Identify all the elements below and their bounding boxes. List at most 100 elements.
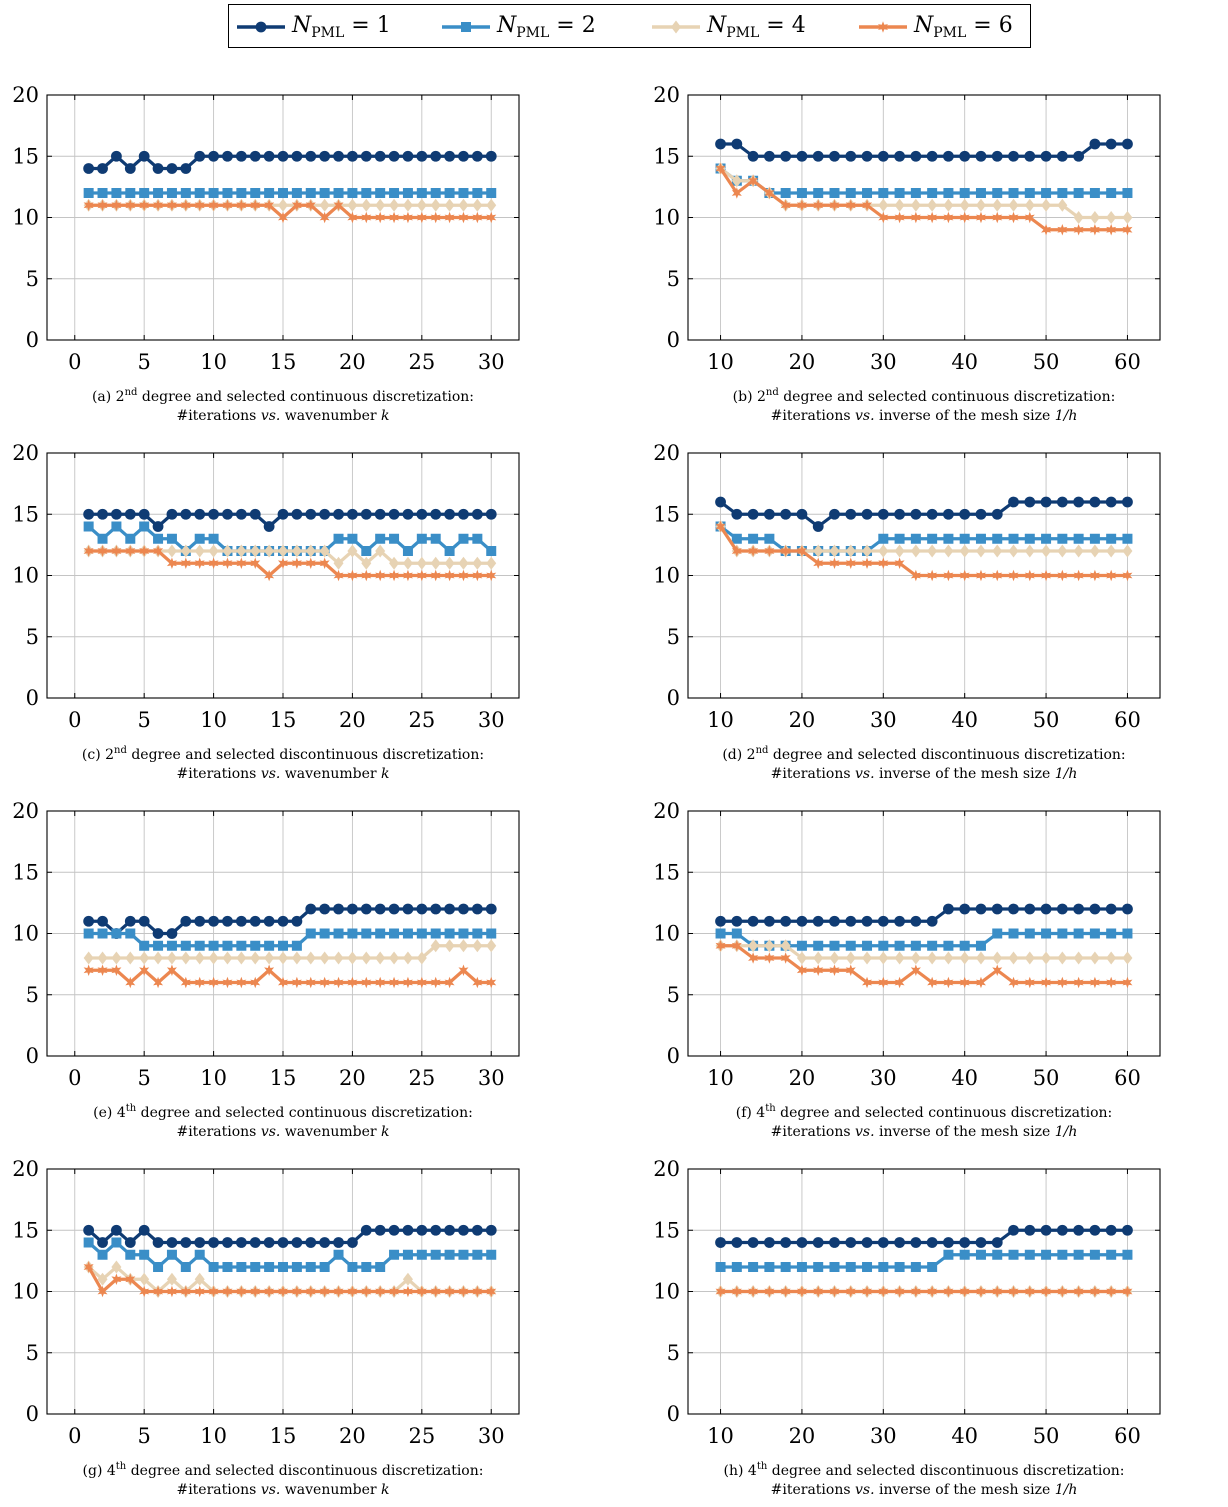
data-point-square [1008,533,1019,544]
data-point-square [278,1262,288,1272]
data-point-star [715,162,726,175]
data-point-star [264,199,275,212]
data-point-circle [747,1237,759,1248]
data-point-circle [166,928,178,939]
data-point-square [764,533,775,544]
data-point-circle [780,1237,792,1248]
data-point-circle [991,508,1003,520]
data-point-square [943,1249,954,1260]
data-point-star [1089,976,1100,989]
series-square [83,188,497,198]
data-point-star [1057,976,1068,989]
data-point-star [731,187,742,199]
data-point-circle [83,915,95,927]
caption-description: degree and selected discontinuous discre… [767,1463,1125,1479]
data-point-circle [138,150,150,162]
data-point-square [444,188,455,198]
data-point-star [748,952,759,964]
caption-vs: vs. [260,766,281,782]
x-tick-label: 20 [339,350,366,374]
data-point-circle [1040,903,1052,915]
data-point-circle [1105,903,1117,915]
data-point-diamond [264,544,275,558]
data-point-circle [430,903,442,915]
legend-var: N [497,13,517,38]
data-point-diamond [1008,544,1019,558]
series-square [715,928,1133,951]
data-point-star [250,1285,261,1298]
data-point-circle [1073,496,1085,508]
data-point-square [208,1262,219,1272]
data-point-square [291,188,302,198]
data-point-star [83,199,94,212]
legend-var: N [707,13,727,38]
data-point-diamond [111,951,122,965]
caption-label: (d) 2 [722,747,756,763]
data-point-diamond [402,1272,413,1286]
data-point-square [910,188,921,198]
data-point-circle [444,508,455,520]
data-point-circle [83,1224,95,1236]
y-tick-label: 20 [653,799,680,823]
data-point-star [1073,976,1084,989]
x-tick-label: 25 [408,350,435,374]
y-tick-label: 5 [26,625,39,649]
data-point-diamond [927,198,938,212]
data-point-star [943,1285,954,1298]
x-tick-label: 30 [870,708,897,732]
chart-panel-h: 10 20 30 40 50 60 0 5 10 15 20 [653,1157,1161,1448]
data-point-circle [319,150,331,162]
x-tick-label: 30 [478,1066,505,1090]
data-point-star [111,545,122,557]
data-point-circle [291,508,303,520]
data-point-star [139,199,150,212]
data-point-star [1122,569,1133,582]
data-point-diamond [236,544,247,558]
data-point-diamond [458,556,469,570]
data-point-star [715,1285,726,1298]
data-point-diamond [222,544,233,558]
caption-label: (b) 2 [732,389,766,405]
data-point-star [1057,1285,1068,1298]
data-point-circle [1089,1224,1101,1236]
data-point-circle [347,150,358,162]
data-point-square [1089,928,1100,939]
data-point-star [153,976,164,989]
data-point-circle [894,150,905,162]
chart-h: 10 20 30 40 50 60 0 5 10 15 20 [653,1157,1161,1448]
y-tick-label: 15 [653,860,680,884]
data-point-star [1106,1285,1117,1298]
legend-star-marker [877,21,889,33]
legend-swatches [237,20,907,34]
data-point-circle [180,508,192,520]
data-point-square [813,1262,824,1272]
y-tick-label: 10 [653,206,680,230]
data-point-circle [235,1237,247,1248]
data-point-square [943,940,954,951]
caption-line-1: (c) 2nd degree and selected discontinuou… [0,746,569,765]
data-point-circle [291,915,303,927]
data-point-star [319,976,330,989]
data-point-star [813,964,824,977]
x-tick-label: 10 [200,350,227,374]
data-point-star [194,199,205,212]
data-point-square [894,1262,905,1272]
legend-circle-marker [255,21,267,33]
data-point-circle [780,915,792,927]
data-point-circle [1105,496,1117,508]
data-point-square [1106,1249,1117,1260]
data-point-diamond [862,951,873,965]
data-point-square [959,188,970,198]
data-point-circle [360,150,372,162]
caption-symbol: 1/h [1054,1124,1078,1140]
data-point-square [153,940,164,951]
data-point-circle [333,903,344,915]
data-point-diamond [472,198,483,212]
data-point-circle [430,1224,442,1236]
data-point-circle [877,1237,889,1248]
data-point-star [1106,976,1117,989]
data-point-diamond [1041,198,1052,212]
x-tick-label: 0 [68,350,81,374]
data-point-circle [180,915,192,927]
data-point-circle [402,508,414,520]
